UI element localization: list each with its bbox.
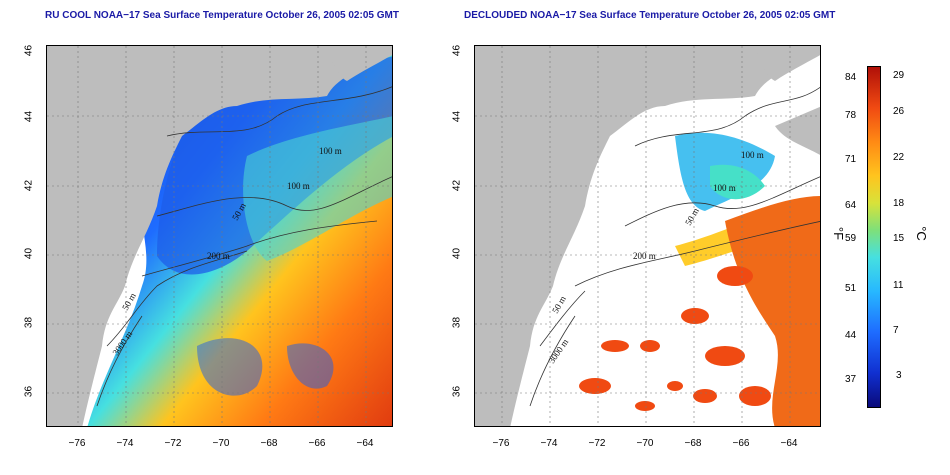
- lon-tick-label: −68: [684, 438, 702, 449]
- contour-label: 100 m: [713, 183, 736, 193]
- contour-label: 50 m: [683, 206, 701, 227]
- land-mass: [475, 46, 820, 426]
- celsius-unit-label: °C: [913, 226, 929, 241]
- contour-label: 200 m: [207, 251, 230, 261]
- warm-region: [725, 196, 820, 426]
- lat-tick-label: 40: [451, 247, 463, 260]
- contour-label: 100 m: [741, 150, 764, 160]
- declouded-sst-svg: 100 m 100 m 50 m 200 m 50 m 3000 m: [475, 46, 820, 426]
- lon-tick-label: −66: [732, 438, 750, 449]
- warm-eddies: [579, 266, 771, 411]
- lat-tick-label: 42: [451, 179, 463, 192]
- lat-tick-label: 42: [23, 179, 35, 192]
- nova-scotia: [327, 46, 392, 81]
- contour-line: [96, 315, 143, 407]
- lat-tick-label: 44: [451, 110, 463, 123]
- warm-ring-1: [197, 338, 263, 396]
- contour-line: [539, 290, 586, 347]
- lat-tick-label: 46: [23, 44, 35, 57]
- lon-tick-label: −68: [260, 438, 278, 449]
- lat-tick-label: 36: [23, 385, 35, 398]
- right-map-title: DECLOUDED NOAA−17 Sea Surface Temperatur…: [464, 10, 836, 21]
- nova-scotia: [755, 46, 820, 81]
- colorbar-f-tick: 44: [845, 330, 857, 341]
- temperature-colorbar: [867, 66, 881, 408]
- colorbar-f-tick: 37: [845, 374, 857, 385]
- contour-line: [624, 176, 820, 227]
- lon-tick-label: −76: [68, 438, 86, 449]
- contour-line: [141, 220, 378, 277]
- lon-tick-label: −64: [356, 438, 374, 449]
- colorbar-f-tick: 71: [845, 154, 857, 165]
- lon-tick-label: −70: [636, 438, 654, 449]
- lon-tick-label: −76: [492, 438, 510, 449]
- lon-tick-label: −66: [308, 438, 326, 449]
- left-map-title: RU COOL NOAA−17 Sea Surface Temperature …: [45, 10, 399, 21]
- contour-line: [529, 315, 576, 407]
- lat-tick-label: 44: [23, 110, 35, 123]
- colorbar-c-tick: 11: [893, 280, 904, 291]
- offshore-island: [775, 106, 820, 155]
- lon-tick-label: −72: [164, 438, 182, 449]
- cool-patch: [710, 164, 765, 200]
- colorbar-f-tick: 78: [845, 110, 857, 121]
- lon-tick-label: −64: [780, 438, 798, 449]
- lat-tick-label: 38: [451, 316, 463, 329]
- graticule: [47, 46, 392, 426]
- mid-shelf: [243, 116, 392, 261]
- lat-tick-label: 40: [23, 247, 35, 260]
- land-mass: [47, 46, 392, 426]
- colorbar-c-tick: 3: [896, 370, 902, 381]
- lat-tick-label: 38: [23, 316, 35, 329]
- lon-tick-label: −74: [540, 438, 558, 449]
- fahrenheit-unit-label: °F: [831, 226, 847, 241]
- lat-tick-label: 46: [451, 44, 463, 57]
- colorbar-f-tick: 51: [845, 283, 857, 294]
- colorbar-f-tick: 59: [845, 233, 857, 244]
- lon-tick-label: −74: [116, 438, 134, 449]
- colorbar-f-tick: 84: [845, 72, 857, 83]
- contour-label: 50 m: [550, 294, 568, 315]
- graticule: [475, 46, 820, 426]
- colorbar-c-tick: 18: [893, 198, 905, 209]
- warm-ring-2: [287, 343, 334, 389]
- lon-tick-label: −70: [212, 438, 230, 449]
- colorbar-c-tick: 7: [893, 325, 899, 336]
- contour-label: 200 m: [633, 251, 656, 261]
- lat-tick-label: 36: [451, 385, 463, 398]
- raw-sst-map[interactable]: 100 m 100 m 50 m 200 m 50 m 3000 m: [46, 45, 393, 427]
- colorbar-c-tick: 26: [893, 106, 905, 117]
- raw-sst-svg: 100 m 100 m 50 m 200 m 50 m 3000 m: [47, 46, 392, 426]
- colorbar-f-tick: 64: [845, 200, 857, 211]
- contour-line: [634, 86, 820, 147]
- declouded-sst-map[interactable]: 100 m 100 m 50 m 200 m 50 m 3000 m: [474, 45, 821, 427]
- contour-line: [106, 250, 248, 347]
- colorbar-c-tick: 15: [893, 233, 905, 244]
- contour-label: 100 m: [319, 146, 342, 156]
- contour-line: [156, 176, 392, 217]
- contour-label: 100 m: [287, 181, 310, 191]
- colorbar-c-tick: 29: [893, 70, 905, 81]
- contour-line: [574, 221, 820, 287]
- colorbar-c-tick: 22: [893, 152, 905, 163]
- lon-tick-label: −72: [588, 438, 606, 449]
